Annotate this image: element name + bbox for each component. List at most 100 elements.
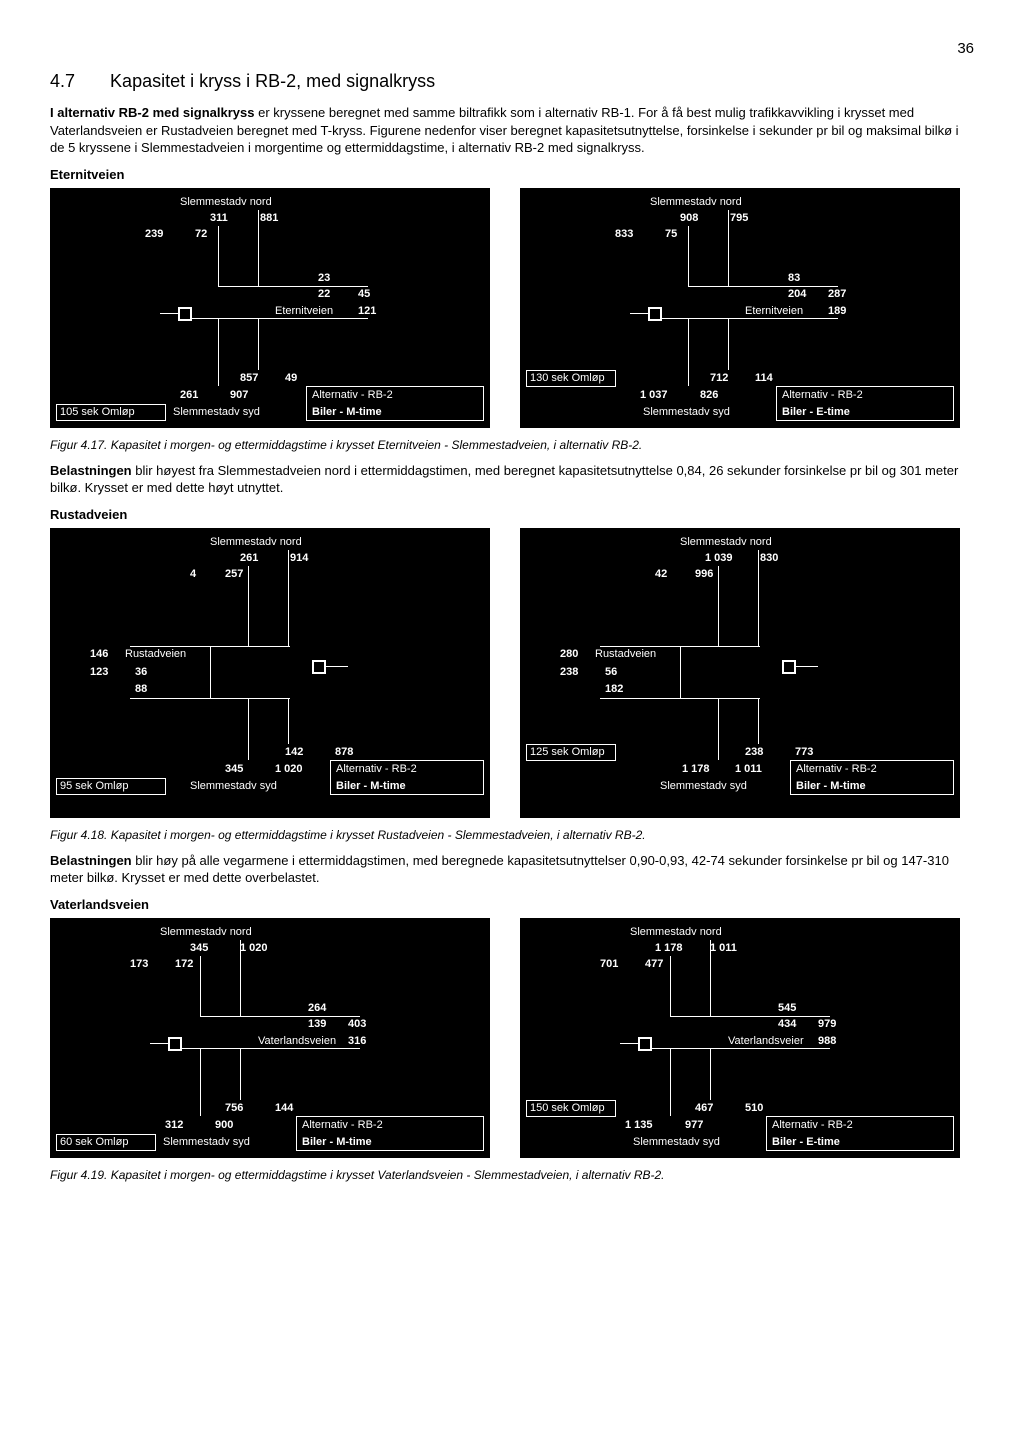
alt: Alternativ - RB-2 (302, 1119, 383, 1131)
val: 467 (695, 1102, 713, 1114)
east-label: Eternitveien (745, 305, 803, 317)
val: 45 (358, 288, 370, 300)
val: 75 (665, 228, 677, 240)
val: 878 (335, 746, 353, 758)
eternitveien-left: Slemmestadv nord 311 881 239 72 23 22 45… (50, 188, 490, 428)
val: 42 (655, 568, 667, 580)
val: 977 (685, 1119, 703, 1131)
intro-paragraph: I alternativ RB-2 med signalkryss er kry… (50, 104, 974, 157)
eternitveien-diagrams: Slemmestadv nord 311 881 239 72 23 22 45… (50, 188, 974, 428)
val: 830 (760, 552, 778, 564)
biler: Biler - E-time (782, 406, 850, 418)
vaterlandsveien-right: Slemmestadv nord 1 178 1 011 701 477 545… (520, 918, 960, 1158)
south-label: Slemmestadv syd (163, 1136, 250, 1148)
rustadveien-right: Slemmestadv nord 1 039 830 42 996 280 Ru… (520, 528, 960, 818)
val: 756 (225, 1102, 243, 1114)
omlop: 150 sek Omløp (530, 1102, 605, 1114)
val: 914 (290, 552, 308, 564)
val: 280 (560, 648, 578, 660)
val: 123 (90, 666, 108, 678)
rustadveien-paragraph: Belastningen blir høy på alle vegarmene … (50, 852, 974, 887)
para-rest: blir høyest fra Slemmestadveien nord i e… (50, 463, 958, 496)
val: 833 (615, 228, 633, 240)
alt: Alternativ - RB-2 (772, 1119, 853, 1131)
val: 121 (358, 305, 376, 317)
vaterlandsveien-label: Vaterlandsveien (50, 897, 974, 912)
val: 311 (210, 212, 228, 224)
eternitveien-label: Eternitveien (50, 167, 974, 182)
val: 36 (135, 666, 147, 678)
val: 182 (605, 683, 623, 695)
val: 1 011 (735, 763, 762, 775)
alt: Alternativ - RB-2 (782, 389, 863, 401)
alt: Alternativ - RB-2 (336, 763, 417, 775)
val: 1 011 (710, 942, 737, 954)
north-label: Slemmestadv nord (630, 926, 722, 938)
signal-icon (312, 660, 326, 674)
biler: Biler - M-time (336, 780, 406, 792)
heading: 4.7 Kapasitet i kryss i RB-2, med signal… (50, 71, 974, 92)
vaterlandsveien-diagrams: Slemmestadv nord 345 1 020 173 172 264 1… (50, 918, 974, 1158)
val: 23 (318, 272, 330, 284)
val: 979 (818, 1018, 836, 1030)
val: 1 178 (655, 942, 683, 954)
north-label: Slemmestadv nord (210, 536, 302, 548)
val: 712 (710, 372, 728, 384)
omlop: 95 sek Omløp (60, 780, 128, 792)
val: 189 (828, 305, 846, 317)
val: 434 (778, 1018, 796, 1030)
biler: Biler - M-time (302, 1136, 372, 1148)
val: 345 (190, 942, 208, 954)
para-bold: Belastningen (50, 463, 132, 478)
val: 403 (348, 1018, 366, 1030)
val: 238 (560, 666, 578, 678)
omlop: 125 sek Omløp (530, 746, 605, 758)
val: 1 020 (275, 763, 303, 775)
west-label: Rustadveien (125, 648, 186, 660)
val: 881 (260, 212, 278, 224)
val: 345 (225, 763, 243, 775)
val: 238 (745, 746, 763, 758)
vaterlandsveien-left: Slemmestadv nord 345 1 020 173 172 264 1… (50, 918, 490, 1158)
val: 996 (695, 568, 713, 580)
val: 139 (308, 1018, 326, 1030)
eternitveien-paragraph: Belastningen blir høyest fra Slemmestadv… (50, 462, 974, 497)
val: 316 (348, 1035, 366, 1047)
heading-text: Kapasitet i kryss i RB-2, med signalkrys… (110, 71, 435, 91)
val: 261 (240, 552, 258, 564)
rustadveien-left: Slemmestadv nord 261 914 4 257 146 Rusta… (50, 528, 490, 818)
val: 545 (778, 1002, 796, 1014)
biler: Biler - M-time (312, 406, 382, 418)
intro-bold: I alternativ RB-2 med signalkryss (50, 105, 254, 120)
para-bold: Belastningen (50, 853, 132, 868)
alt: Alternativ - RB-2 (796, 763, 877, 775)
omlop: 60 sek Omløp (60, 1136, 128, 1148)
val: 701 (600, 958, 618, 970)
val: 907 (230, 389, 248, 401)
val: 239 (145, 228, 163, 240)
val: 172 (175, 958, 193, 970)
val: 114 (755, 372, 773, 384)
val: 142 (285, 746, 303, 758)
val: 1 020 (240, 942, 268, 954)
val: 1 178 (682, 763, 710, 775)
north-label: Slemmestadv nord (680, 536, 772, 548)
val: 22 (318, 288, 330, 300)
val: 56 (605, 666, 617, 678)
signal-icon (178, 307, 192, 321)
val: 146 (90, 648, 108, 660)
signal-icon (168, 1037, 182, 1051)
val: 83 (788, 272, 800, 284)
south-label: Slemmestadv syd (190, 780, 277, 792)
val: 72 (195, 228, 207, 240)
figure-caption-418: Figur 4.18. Kapasitet i morgen- og etter… (50, 828, 974, 842)
val: 1 039 (705, 552, 733, 564)
figure-caption-417: Figur 4.17. Kapasitet i morgen- og etter… (50, 438, 974, 452)
east-label: Eternitveien (275, 305, 333, 317)
east-label: Vaterlandsveier (728, 1035, 804, 1047)
heading-num: 4.7 (50, 71, 75, 92)
north-label: Slemmestadv nord (650, 196, 742, 208)
south-label: Slemmestadv syd (660, 780, 747, 792)
south-label: Slemmestadv syd (643, 406, 730, 418)
val: 510 (745, 1102, 763, 1114)
